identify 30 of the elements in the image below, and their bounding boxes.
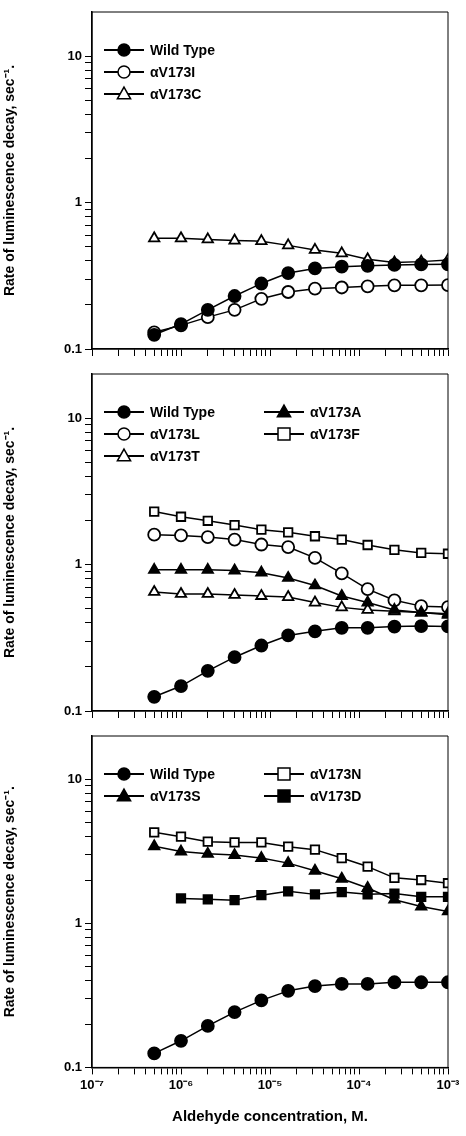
x-tick-label: 10⁻³	[436, 1076, 461, 1092]
x-tick-label: 10⁻⁷	[80, 1076, 104, 1092]
x-axis-title: Aldehyde concentration, M.	[172, 1107, 368, 1125]
x-tick-label: 10⁻⁴	[346, 1076, 372, 1092]
legend-label: αV173S	[150, 787, 201, 804]
legend-label: αV173L	[150, 425, 201, 442]
y-tick-label: 10	[67, 770, 82, 786]
legend-label: αV173F	[310, 425, 361, 442]
legend-label: Wild Type	[150, 765, 216, 782]
y-tick-label: 1	[74, 556, 82, 572]
legend-label: αV173I	[150, 63, 196, 80]
x-tick-label: 10⁻⁶	[168, 1076, 194, 1092]
legend-label: αV173C	[150, 85, 202, 102]
legend-label: αV173T	[150, 447, 201, 464]
y-axis-title: Rate of luminescence decay, sec⁻¹.	[1, 64, 18, 297]
y-tick-label: 0.1	[63, 1058, 82, 1074]
y-tick-label: 0.1	[63, 340, 82, 356]
y-axis-title: Rate of luminescence decay, sec⁻¹.	[1, 426, 18, 659]
y-tick-label: 0.1	[63, 702, 82, 718]
legend-label: αV173A	[310, 403, 362, 420]
legend-label: αV173D	[310, 787, 362, 804]
legend-label: Wild Type	[150, 403, 216, 420]
x-tick-label: 10⁻⁵	[257, 1076, 283, 1092]
y-tick-label: 10	[67, 47, 82, 63]
y-tick-label: 1	[74, 914, 82, 930]
legend-label: αV173N	[310, 765, 362, 782]
legend-label: Wild Type	[150, 41, 216, 58]
y-tick-label: 1	[74, 194, 82, 210]
y-axis-title: Rate of luminescence decay, sec⁻¹.	[1, 786, 18, 1018]
y-tick-label: 10	[67, 409, 82, 425]
